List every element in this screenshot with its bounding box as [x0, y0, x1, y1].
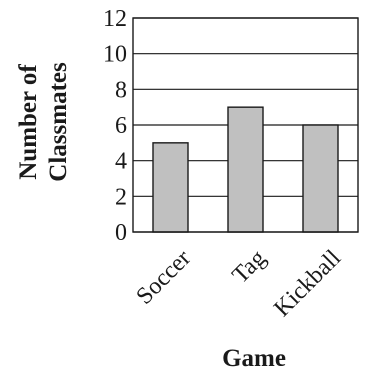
- y-axis-title-line-2: Classmates: [45, 62, 72, 182]
- y-tick-label: 12: [103, 6, 127, 32]
- y-tick-label: 6: [115, 113, 127, 139]
- bar-tag: [227, 106, 264, 233]
- y-tick-label: 4: [115, 149, 127, 175]
- y-tick-label: 2: [115, 184, 127, 210]
- y-tick-label: 10: [103, 42, 127, 68]
- bars: [152, 106, 339, 233]
- x-tick-label: Soccer: [131, 245, 196, 310]
- x-tick-label: Tag: [227, 245, 271, 289]
- y-tick-label: 0: [115, 220, 127, 246]
- y-tick-labels: 0 2 4 6 8 10 12: [103, 6, 127, 246]
- y-tick-label: 8: [115, 77, 127, 103]
- x-axis-title: Game: [222, 345, 286, 372]
- bar-kickball: [302, 124, 339, 233]
- x-tick-label: Kickball: [269, 245, 346, 322]
- plot-frame: [132, 17, 359, 233]
- y-axis-title-line-1: Number of: [15, 64, 42, 180]
- bar-soccer: [152, 142, 189, 233]
